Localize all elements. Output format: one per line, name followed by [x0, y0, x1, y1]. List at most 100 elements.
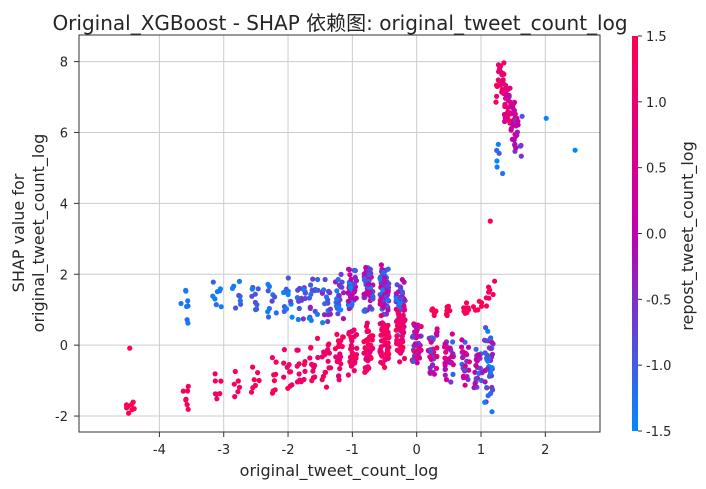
data-point	[347, 272, 353, 278]
x-tick-label: 2	[541, 443, 549, 458]
data-point	[321, 349, 327, 355]
data-point	[393, 291, 399, 297]
data-point	[315, 276, 321, 283]
data-point	[346, 329, 352, 335]
data-point	[314, 335, 321, 341]
data-point	[378, 262, 384, 268]
scatter-points	[123, 60, 578, 416]
data-point	[300, 316, 306, 322]
data-point	[327, 306, 333, 312]
data-point	[497, 66, 503, 72]
data-point	[306, 315, 312, 321]
data-point	[127, 345, 133, 351]
data-point	[487, 218, 493, 224]
data-point	[380, 287, 386, 293]
data-point	[250, 385, 256, 391]
data-point	[178, 300, 184, 307]
data-point	[269, 298, 275, 304]
data-point	[379, 326, 385, 332]
data-point	[183, 396, 189, 402]
data-point	[490, 291, 496, 298]
data-point	[285, 385, 291, 391]
colorbar-tick-label: 1.0	[646, 96, 667, 111]
data-point	[334, 331, 340, 337]
data-point	[476, 298, 482, 304]
data-point	[351, 327, 357, 333]
data-point	[381, 270, 387, 276]
data-point	[380, 304, 386, 310]
data-point	[428, 339, 434, 345]
data-point	[382, 275, 388, 281]
x-tick-label: -2	[282, 443, 295, 458]
data-point	[378, 332, 384, 338]
x-tick-label: 1	[477, 443, 485, 458]
data-point	[254, 302, 260, 308]
data-point	[385, 322, 391, 328]
data-point	[476, 352, 482, 358]
data-point	[347, 354, 354, 360]
data-point	[339, 284, 345, 290]
data-point	[488, 390, 494, 397]
data-point	[427, 369, 433, 375]
data-point	[472, 369, 478, 375]
data-point	[185, 406, 191, 412]
data-point	[493, 99, 499, 105]
data-point	[334, 358, 340, 365]
data-point	[472, 380, 478, 387]
data-point	[184, 317, 190, 323]
data-point	[288, 298, 294, 304]
data-point	[517, 143, 524, 149]
data-point	[365, 289, 371, 296]
data-point	[255, 370, 261, 376]
data-point	[237, 298, 243, 304]
data-point	[368, 355, 374, 361]
data-point	[519, 113, 525, 119]
data-point	[429, 335, 435, 341]
data-point	[235, 378, 241, 384]
data-point	[470, 304, 476, 310]
data-point	[482, 399, 488, 405]
y-tick-label: 8	[60, 56, 68, 71]
data-point	[348, 285, 354, 291]
data-point	[281, 374, 287, 380]
data-point	[326, 365, 332, 371]
data-point	[250, 364, 256, 370]
data-point	[362, 369, 368, 375]
data-point	[326, 341, 332, 347]
data-point	[494, 158, 500, 164]
data-point	[515, 118, 521, 124]
chart-title: Original_XGBoost - SHAP 依赖图: original_tw…	[52, 11, 627, 35]
data-point	[232, 368, 238, 375]
data-point	[340, 334, 346, 340]
data-point	[236, 278, 242, 284]
data-point	[272, 294, 278, 300]
data-point	[445, 303, 452, 309]
data-point	[314, 311, 320, 317]
data-point	[382, 279, 388, 285]
data-point	[295, 316, 301, 323]
data-point	[483, 338, 489, 344]
data-point	[443, 349, 449, 355]
x-tick-label: -3	[217, 443, 230, 458]
data-point	[378, 313, 384, 319]
data-point	[514, 129, 521, 135]
data-point	[301, 376, 307, 383]
data-point	[349, 350, 355, 356]
data-point	[495, 77, 501, 83]
data-point	[337, 366, 343, 372]
data-point	[377, 321, 383, 327]
colorbar-tick-label: 0.0	[646, 228, 667, 243]
data-point	[460, 375, 467, 381]
data-point	[233, 305, 239, 311]
colorbar-ticks: -1.5 -1.0 -0.5 0.0 0.5 1.0 1.5	[638, 30, 671, 440]
data-point	[370, 296, 376, 302]
y-tick-label: 4	[60, 197, 68, 212]
data-point	[252, 291, 258, 297]
data-point	[128, 402, 135, 408]
x-axis-ticks: -4 -3 -2 -1 0 1 2	[153, 432, 549, 458]
data-point	[334, 288, 340, 294]
data-point	[353, 295, 359, 301]
data-point	[486, 284, 492, 290]
data-point	[495, 141, 501, 147]
data-point	[428, 347, 434, 353]
